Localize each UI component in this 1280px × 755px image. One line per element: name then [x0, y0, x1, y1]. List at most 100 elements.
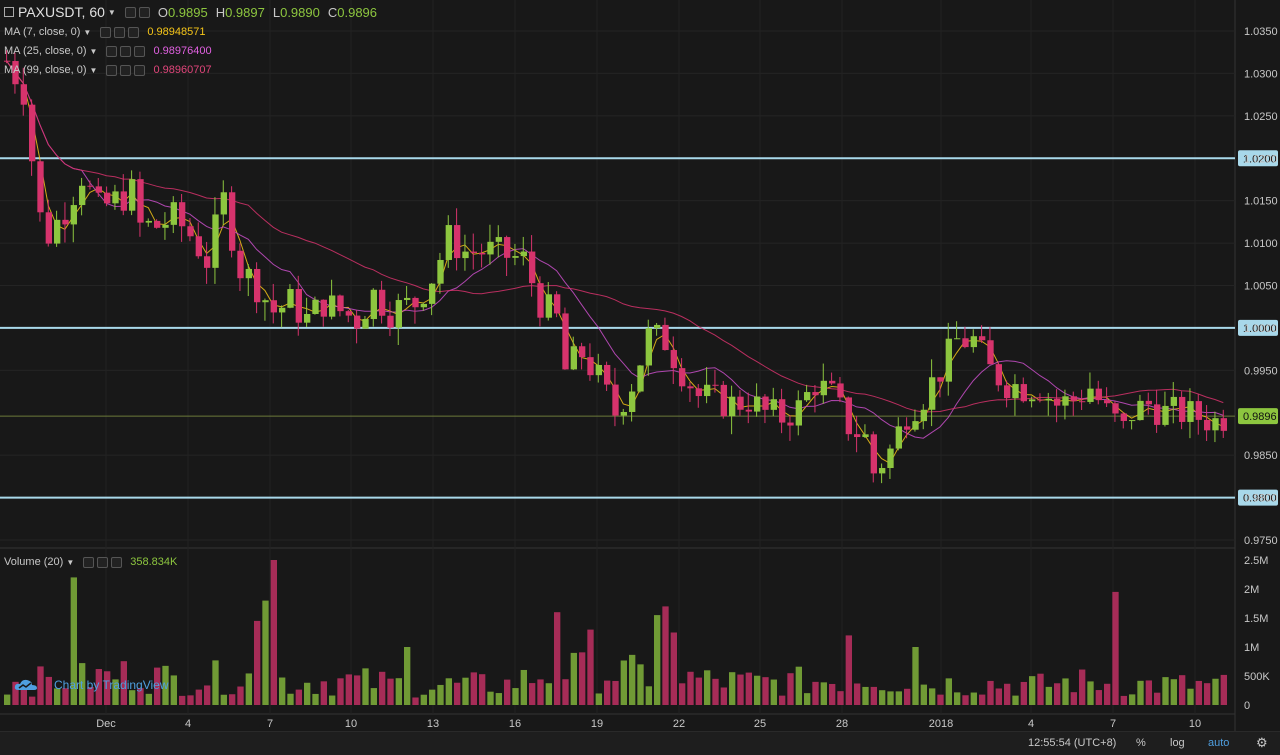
- volume-bar: [137, 688, 144, 705]
- candle-body: [879, 468, 886, 474]
- volume-label[interactable]: Volume (20): [4, 556, 64, 568]
- close-icon[interactable]: [134, 45, 146, 57]
- volume-bar: [1112, 591, 1119, 705]
- candle-body: [1170, 396, 1177, 406]
- eye-icon[interactable]: [83, 556, 95, 568]
- volume-bar: [1120, 695, 1127, 705]
- volume-bar: [570, 652, 577, 705]
- candle-body: [162, 224, 169, 228]
- high-value: 0.9897: [225, 4, 265, 20]
- branding-text[interactable]: Chart by TradingView: [54, 678, 169, 692]
- settings-icon[interactable]: [124, 6, 136, 18]
- clock-readout[interactable]: 12:55:54 (UTC+8): [1028, 737, 1117, 749]
- candle-body: [654, 324, 661, 329]
- close-label: C: [327, 4, 338, 20]
- volume-bar: [912, 647, 919, 705]
- indicator-label[interactable]: MA (25, close, 0): [4, 45, 87, 57]
- candle-body: [495, 237, 502, 242]
- settings-icon[interactable]: [120, 45, 132, 57]
- candle-body: [1062, 396, 1069, 406]
- candle-body: [112, 191, 119, 204]
- volume-tick-label: 2M: [1244, 584, 1259, 596]
- ma25-legend[interactable]: MA (25, close, 0) ▼ 0.98976400: [4, 43, 212, 59]
- volume-bar: [95, 669, 102, 705]
- candle-body: [1070, 396, 1077, 402]
- candle-body: [154, 220, 161, 228]
- chevron-down-icon[interactable]: ▼: [89, 46, 98, 56]
- chevron-down-icon[interactable]: ▼: [107, 7, 116, 17]
- symbol-label[interactable]: PAXUSDT, 60: [18, 4, 105, 20]
- candle-body: [820, 380, 827, 396]
- ma99-legend[interactable]: MA (99, close, 0) ▼ 0.98960707: [4, 62, 212, 78]
- volume-bar: [1020, 681, 1027, 705]
- cloud-icon: [14, 679, 38, 690]
- time-tick-label: 16: [509, 718, 521, 730]
- close-icon[interactable]: [128, 26, 140, 38]
- auto-toggle[interactable]: auto: [1208, 737, 1230, 749]
- volume-bar: [437, 684, 444, 705]
- candle-body: [1145, 400, 1152, 405]
- candle-body: [1204, 419, 1211, 431]
- candle-body: [945, 338, 952, 382]
- candle-body: [429, 283, 436, 304]
- candle-body: [195, 236, 202, 257]
- candle-body: [754, 396, 761, 412]
- volume-bar: [245, 673, 252, 705]
- volume-bar: [945, 678, 952, 705]
- candle-body: [795, 400, 802, 426]
- chevron-down-icon[interactable]: ▼: [83, 27, 92, 37]
- eye-icon[interactable]: [100, 26, 112, 38]
- candle-body: [470, 251, 477, 253]
- format-icon[interactable]: [138, 6, 150, 18]
- eye-icon[interactable]: [106, 45, 118, 57]
- volume-bar: [1154, 692, 1161, 705]
- open-label: O: [157, 4, 168, 20]
- horizontal-lines: 1.0200 1.0000 0.9800 0.9896: [0, 150, 1278, 506]
- candle-body: [995, 364, 1002, 386]
- tradingview-branding[interactable]: Chart by TradingView: [14, 678, 169, 692]
- candle-body: [54, 219, 61, 244]
- volume-bar: [70, 577, 77, 705]
- candle-body: [629, 391, 636, 412]
- candle-body: [962, 338, 969, 348]
- level-price-label: 1.0200: [1243, 153, 1277, 165]
- candle-body: [1212, 418, 1219, 431]
- gear-icon[interactable]: ⚙: [1256, 735, 1268, 750]
- volume-bar: [937, 694, 944, 705]
- volume-bar: [1129, 694, 1136, 705]
- volume-bar: [537, 679, 544, 705]
- candle-body: [804, 392, 811, 401]
- volume-bar: [629, 654, 636, 705]
- collapse-icon[interactable]: [4, 7, 14, 17]
- eye-icon[interactable]: [106, 64, 118, 76]
- percent-toggle[interactable]: %: [1136, 737, 1146, 749]
- settings-icon[interactable]: [120, 64, 132, 76]
- volume-tick-label: 1M: [1244, 642, 1259, 654]
- candle-body: [337, 295, 344, 312]
- chevron-down-icon[interactable]: ▼: [89, 65, 98, 75]
- volume-bar: [970, 692, 977, 705]
- settings-icon[interactable]: [114, 26, 126, 38]
- ma7-legend[interactable]: MA (7, close, 0) ▼ 0.98948571: [4, 24, 205, 40]
- open-value: 0.9895: [167, 4, 208, 20]
- chevron-down-icon[interactable]: ▼: [66, 557, 75, 567]
- volume-bar: [929, 688, 936, 705]
- level-price-label: 1.0000: [1243, 323, 1277, 335]
- candle-body: [262, 300, 269, 303]
- volume-bar: [1162, 677, 1169, 705]
- volume-bar: [479, 674, 486, 705]
- indicator-label[interactable]: MA (99, close, 0): [4, 64, 87, 76]
- close-icon[interactable]: [111, 556, 123, 568]
- settings-icon[interactable]: [97, 556, 109, 568]
- candle-body: [1095, 388, 1102, 401]
- close-icon[interactable]: [134, 64, 146, 76]
- volume-legend[interactable]: Volume (20) ▼ 358.834K: [4, 554, 177, 570]
- indicator-label[interactable]: MA (7, close, 0): [4, 26, 81, 38]
- log-toggle[interactable]: log: [1170, 737, 1185, 749]
- candle-body: [870, 434, 877, 474]
- volume-bar: [820, 682, 827, 705]
- time-tick-label: 13: [427, 718, 439, 730]
- volume-bar: [79, 663, 86, 705]
